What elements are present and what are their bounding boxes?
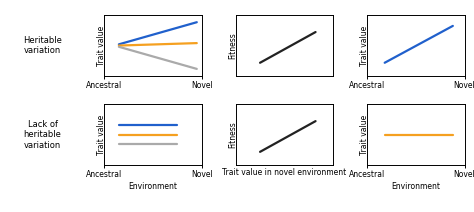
Text: Lack of
heritable
variation: Lack of heritable variation — [24, 120, 62, 149]
X-axis label: Trait value in novel environment: Trait value in novel environment — [222, 168, 346, 177]
Text: Heritable
variation: Heritable variation — [23, 36, 62, 55]
Y-axis label: Trait value: Trait value — [97, 114, 106, 155]
Y-axis label: Trait value: Trait value — [360, 25, 369, 66]
X-axis label: Environment: Environment — [392, 182, 440, 191]
Y-axis label: Fitness: Fitness — [228, 32, 237, 59]
X-axis label: Environment: Environment — [128, 182, 177, 191]
Y-axis label: Trait value: Trait value — [97, 25, 106, 66]
Y-axis label: Trait value: Trait value — [360, 114, 369, 155]
Y-axis label: Fitness: Fitness — [228, 121, 237, 148]
